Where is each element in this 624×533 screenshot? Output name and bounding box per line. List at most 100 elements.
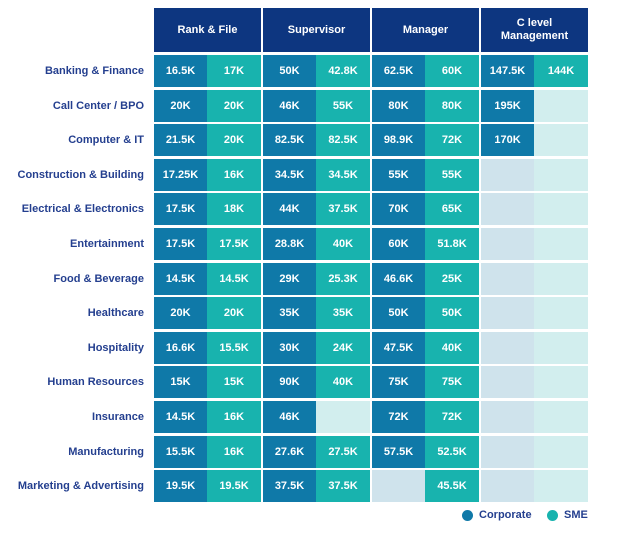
- corporate-cell: 50K: [263, 55, 316, 87]
- row-label: Healthcare: [87, 307, 144, 319]
- corporate-cell: [481, 193, 534, 225]
- corporate-cell: 17.5K: [154, 228, 207, 260]
- corporate-cell: 14.5K: [154, 401, 207, 433]
- sme-cell: 20K: [207, 297, 261, 329]
- sme-cell: 34.5K: [316, 159, 370, 191]
- corporate-cell: 34.5K: [263, 159, 316, 191]
- corporate-cell: 57.5K: [372, 436, 425, 468]
- sme-cell: [534, 263, 588, 295]
- corporate-cell: 15K: [154, 366, 207, 398]
- sme-cell: 14.5K: [207, 263, 261, 295]
- sme-cell: [534, 228, 588, 260]
- sme-cell: 17.5K: [207, 228, 261, 260]
- sme-cell: 40K: [316, 228, 370, 260]
- corporate-cell: [481, 228, 534, 260]
- row-label: Entertainment: [70, 238, 144, 250]
- corporate-cell: 15.5K: [154, 436, 207, 468]
- corporate-cell: 46.6K: [372, 263, 425, 295]
- legend-corporate-label: Corporate: [479, 509, 532, 521]
- corporate-cell: 17.25K: [154, 159, 207, 191]
- corporate-cell: 46K: [263, 90, 316, 122]
- sme-cell: 55K: [316, 90, 370, 122]
- sme-cell: 60K: [425, 55, 479, 87]
- column-header-c-level-management: C level Management: [481, 8, 588, 52]
- sme-cell: [534, 470, 588, 502]
- sme-cell: [316, 401, 370, 433]
- corporate-cell: 195K: [481, 90, 534, 122]
- row-label: Manufacturing: [68, 446, 144, 458]
- corporate-cell: 20K: [154, 297, 207, 329]
- corporate-cell: 75K: [372, 366, 425, 398]
- corporate-cell: [481, 470, 534, 502]
- sme-cell: [534, 124, 588, 156]
- row-label: Insurance: [92, 411, 144, 423]
- sme-cell: 144K: [534, 55, 588, 87]
- corporate-cell: 35K: [263, 297, 316, 329]
- sme-cell: 52.5K: [425, 436, 479, 468]
- sme-cell: 20K: [207, 90, 261, 122]
- corporate-cell: 21.5K: [154, 124, 207, 156]
- sme-cell: 15K: [207, 366, 261, 398]
- legend-sme-label: SME: [564, 509, 588, 521]
- corporate-cell: 47.5K: [372, 332, 425, 364]
- corporate-cell: 16.5K: [154, 55, 207, 87]
- sme-cell: 25K: [425, 263, 479, 295]
- sme-cell: 72K: [425, 124, 479, 156]
- sme-cell: 16K: [207, 159, 261, 191]
- corporate-cell: 29K: [263, 263, 316, 295]
- sme-cell: 65K: [425, 193, 479, 225]
- row-label: Construction & Building: [17, 169, 144, 181]
- corporate-cell: 82.5K: [263, 124, 316, 156]
- corporate-cell: [481, 263, 534, 295]
- corporate-cell: 30K: [263, 332, 316, 364]
- corporate-cell: [481, 332, 534, 364]
- corporate-cell: [481, 297, 534, 329]
- sme-legend-dot-icon: [547, 509, 558, 521]
- corporate-cell: [481, 436, 534, 468]
- corporate-cell: 98.9K: [372, 124, 425, 156]
- sme-cell: 75K: [425, 366, 479, 398]
- corporate-cell: 20K: [154, 90, 207, 122]
- corporate-cell: 62.5K: [372, 55, 425, 87]
- sme-cell: 42.8K: [316, 55, 370, 87]
- sme-cell: 72K: [425, 401, 479, 433]
- sme-cell: 37.5K: [316, 470, 370, 502]
- corporate-cell: 55K: [372, 159, 425, 191]
- row-label: Hospitality: [87, 342, 144, 354]
- sme-cell: 18K: [207, 193, 261, 225]
- row-label: Computer & IT: [68, 134, 144, 146]
- corporate-cell: 44K: [263, 193, 316, 225]
- corporate-cell: 17.5K: [154, 193, 207, 225]
- sme-cell: [534, 366, 588, 398]
- legend-corporate: Corporate: [462, 506, 532, 524]
- corporate-legend-dot-icon: [462, 509, 473, 521]
- corporate-cell: [481, 401, 534, 433]
- corporate-cell: 72K: [372, 401, 425, 433]
- sme-cell: 40K: [425, 332, 479, 364]
- corporate-cell: 50K: [372, 297, 425, 329]
- corporate-cell: 37.5K: [263, 470, 316, 502]
- corporate-cell: 60K: [372, 228, 425, 260]
- corporate-cell: [372, 470, 425, 502]
- sme-cell: 16K: [207, 401, 261, 433]
- sme-cell: 55K: [425, 159, 479, 191]
- sme-cell: 40K: [316, 366, 370, 398]
- sme-cell: 51.8K: [425, 228, 479, 260]
- row-label: Call Center / BPO: [52, 100, 144, 112]
- sme-cell: 45.5K: [425, 470, 479, 502]
- row-label: Human Resources: [47, 376, 144, 388]
- sme-cell: 35K: [316, 297, 370, 329]
- sme-cell: [534, 332, 588, 364]
- corporate-cell: 70K: [372, 193, 425, 225]
- corporate-cell: [481, 159, 534, 191]
- sme-cell: 17K: [207, 55, 261, 87]
- sme-cell: [534, 90, 588, 122]
- corporate-cell: 170K: [481, 124, 534, 156]
- sme-cell: 24K: [316, 332, 370, 364]
- row-label: Banking & Finance: [44, 65, 144, 77]
- sme-cell: 50K: [425, 297, 479, 329]
- row-label: Food & Beverage: [53, 273, 144, 285]
- row-label: Marketing & Advertising: [17, 480, 144, 492]
- sme-cell: 37.5K: [316, 193, 370, 225]
- column-header-supervisor: Supervisor: [263, 8, 370, 52]
